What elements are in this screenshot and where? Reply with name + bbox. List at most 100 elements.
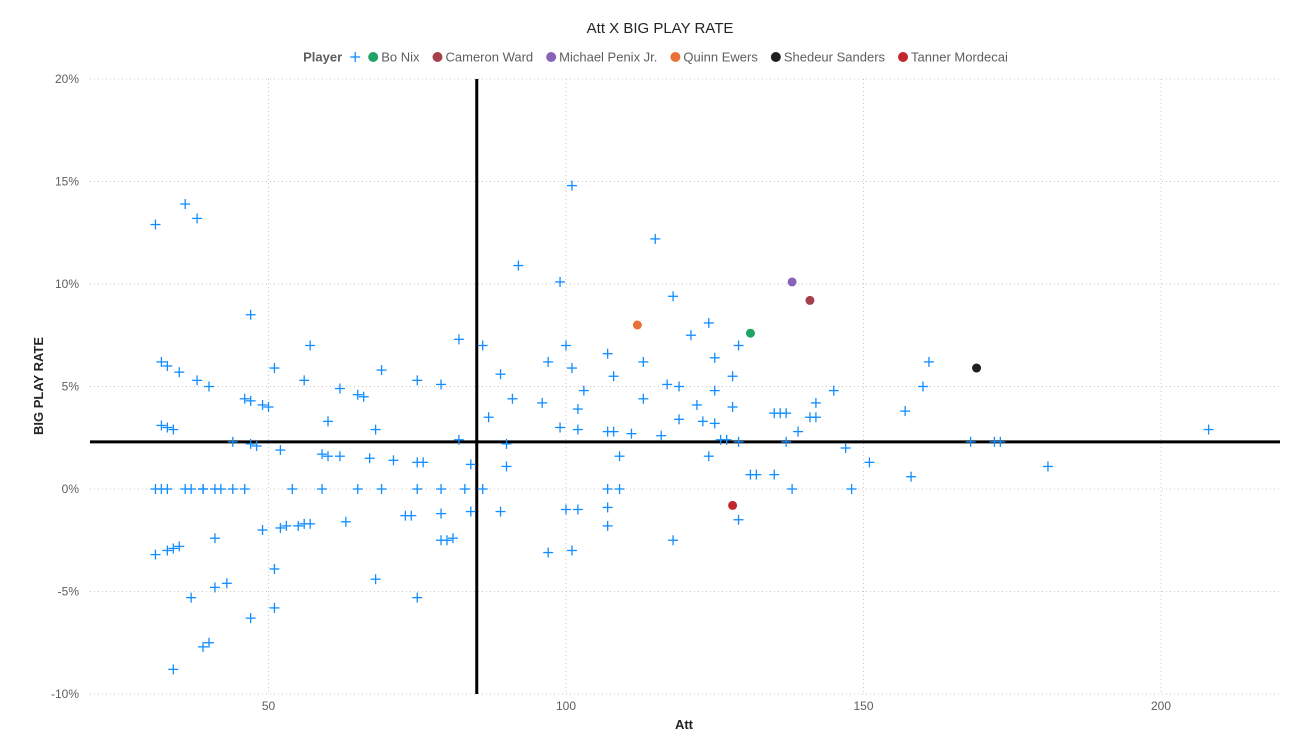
data-point-cross	[204, 637, 214, 648]
legend-label: Quinn Ewers	[683, 50, 758, 65]
legend-entry: Shedeur Sanders	[770, 50, 886, 65]
data-point-cross	[650, 233, 661, 244]
data-point-cross	[965, 436, 976, 447]
data-point-cross	[602, 502, 613, 513]
chart-title: Att X BIG PLAY RATE	[587, 20, 734, 37]
data-point-cross	[287, 484, 298, 494]
data-point-cross	[733, 436, 744, 447]
y-axis-title: BIG PLAY RATE	[31, 337, 46, 435]
data-point-cross	[709, 385, 720, 396]
data-point-cross	[227, 484, 238, 494]
data-point-shedeur-sanders	[972, 363, 982, 373]
x-tick-label: 50	[262, 699, 276, 713]
data-point-cross	[257, 525, 268, 535]
data-point-cross	[418, 457, 429, 468]
data-point-cross	[727, 371, 738, 382]
data-point-cross	[186, 484, 197, 494]
data-point-cross	[900, 406, 911, 417]
legend-marker	[432, 52, 443, 62]
legend-marker	[670, 52, 681, 62]
data-point-cross	[906, 471, 917, 482]
data-point-cross	[281, 520, 292, 531]
data-point-cross	[215, 484, 226, 494]
data-point-cross	[787, 484, 798, 494]
x-tick-label: 150	[853, 699, 873, 713]
data-point-cross	[721, 434, 732, 445]
data-point-cross	[840, 443, 851, 453]
data-point-cross	[257, 399, 268, 410]
data-point-cross	[995, 436, 1006, 447]
y-tick-label: 15%	[55, 175, 79, 189]
data-point-cross	[697, 416, 708, 427]
data-point-cross	[352, 389, 363, 400]
data-point-cross	[162, 545, 173, 556]
x-axis: 50 100 150 200	[262, 699, 1172, 713]
data-point-cross	[561, 340, 571, 351]
data-point-cross	[192, 213, 203, 224]
data-point-cross	[436, 508, 447, 519]
y-tick-label: -10%	[51, 687, 79, 701]
data-point-cross	[269, 563, 280, 574]
legend-marker	[898, 52, 909, 62]
data-point-cross	[685, 330, 696, 341]
data-point-cross	[174, 367, 185, 378]
data-point-cross	[614, 484, 625, 494]
data-point-quinn-ewers	[632, 320, 642, 330]
reference-lines	[90, 79, 1280, 694]
data-point-cross	[733, 514, 744, 525]
x-tick-label: 200	[1151, 699, 1171, 713]
data-point-cross	[923, 356, 934, 367]
gridlines	[90, 78, 1280, 695]
data-point-cameron-ward	[805, 295, 815, 305]
data-point-cross	[626, 428, 637, 439]
data-point-cross	[656, 430, 667, 441]
y-axis: -10% -5% 0% 5% 10% 15% 20%	[51, 72, 79, 701]
data-point-cross	[608, 371, 619, 382]
data-point-cross	[578, 385, 589, 396]
data-point-cross	[245, 395, 256, 406]
legend-marker	[546, 52, 557, 62]
data-point-cross	[566, 180, 577, 191]
data-point-cross	[269, 602, 280, 613]
data-point-cross	[703, 317, 714, 328]
data-point-cross	[388, 455, 399, 466]
data-point-cross	[168, 424, 179, 435]
data-point-cross	[543, 547, 554, 558]
data-point-cross	[727, 402, 738, 412]
legend-marker	[770, 52, 781, 62]
data-point-cross	[150, 549, 161, 560]
data-point-cross	[537, 397, 548, 408]
legend-entry	[350, 52, 361, 62]
legend-label: Shedeur Sanders	[784, 50, 886, 65]
data-point-cross	[483, 412, 494, 423]
data-point-cross	[781, 408, 792, 419]
legend-entry: Tanner Mordecai	[898, 50, 1008, 65]
data-point-cross	[305, 518, 316, 529]
data-point-cross	[918, 381, 928, 392]
data-point-cross	[251, 440, 262, 451]
data-point-cross	[317, 449, 328, 460]
data-point-cross	[751, 469, 762, 480]
data-point-cross	[602, 484, 613, 494]
data-point-cross	[572, 504, 583, 515]
data-point-cross	[334, 383, 345, 394]
y-tick-label: 20%	[55, 72, 79, 86]
data-point-cross	[602, 520, 613, 531]
data-point-cross	[566, 545, 577, 556]
legend-entry: Quinn Ewers	[670, 50, 758, 65]
data-point-cross	[162, 422, 173, 433]
data-point-cross	[709, 418, 720, 429]
data-point-cross	[352, 484, 363, 494]
data-point-cross	[555, 276, 566, 287]
data-point-cross	[198, 641, 209, 652]
data-point-cross	[239, 393, 250, 404]
data-point-cross	[156, 420, 167, 431]
legend: Player Bo Nix Cameron Ward Michael Penix Jr…	[303, 50, 1008, 65]
data-point-cross	[477, 340, 488, 351]
data-point-cross	[638, 393, 649, 404]
data-point-cross	[572, 424, 583, 435]
data-point-cross	[459, 484, 470, 494]
data-point-cross	[245, 438, 256, 449]
data-point-cross	[691, 399, 702, 410]
y-tick-label: 10%	[55, 277, 79, 291]
